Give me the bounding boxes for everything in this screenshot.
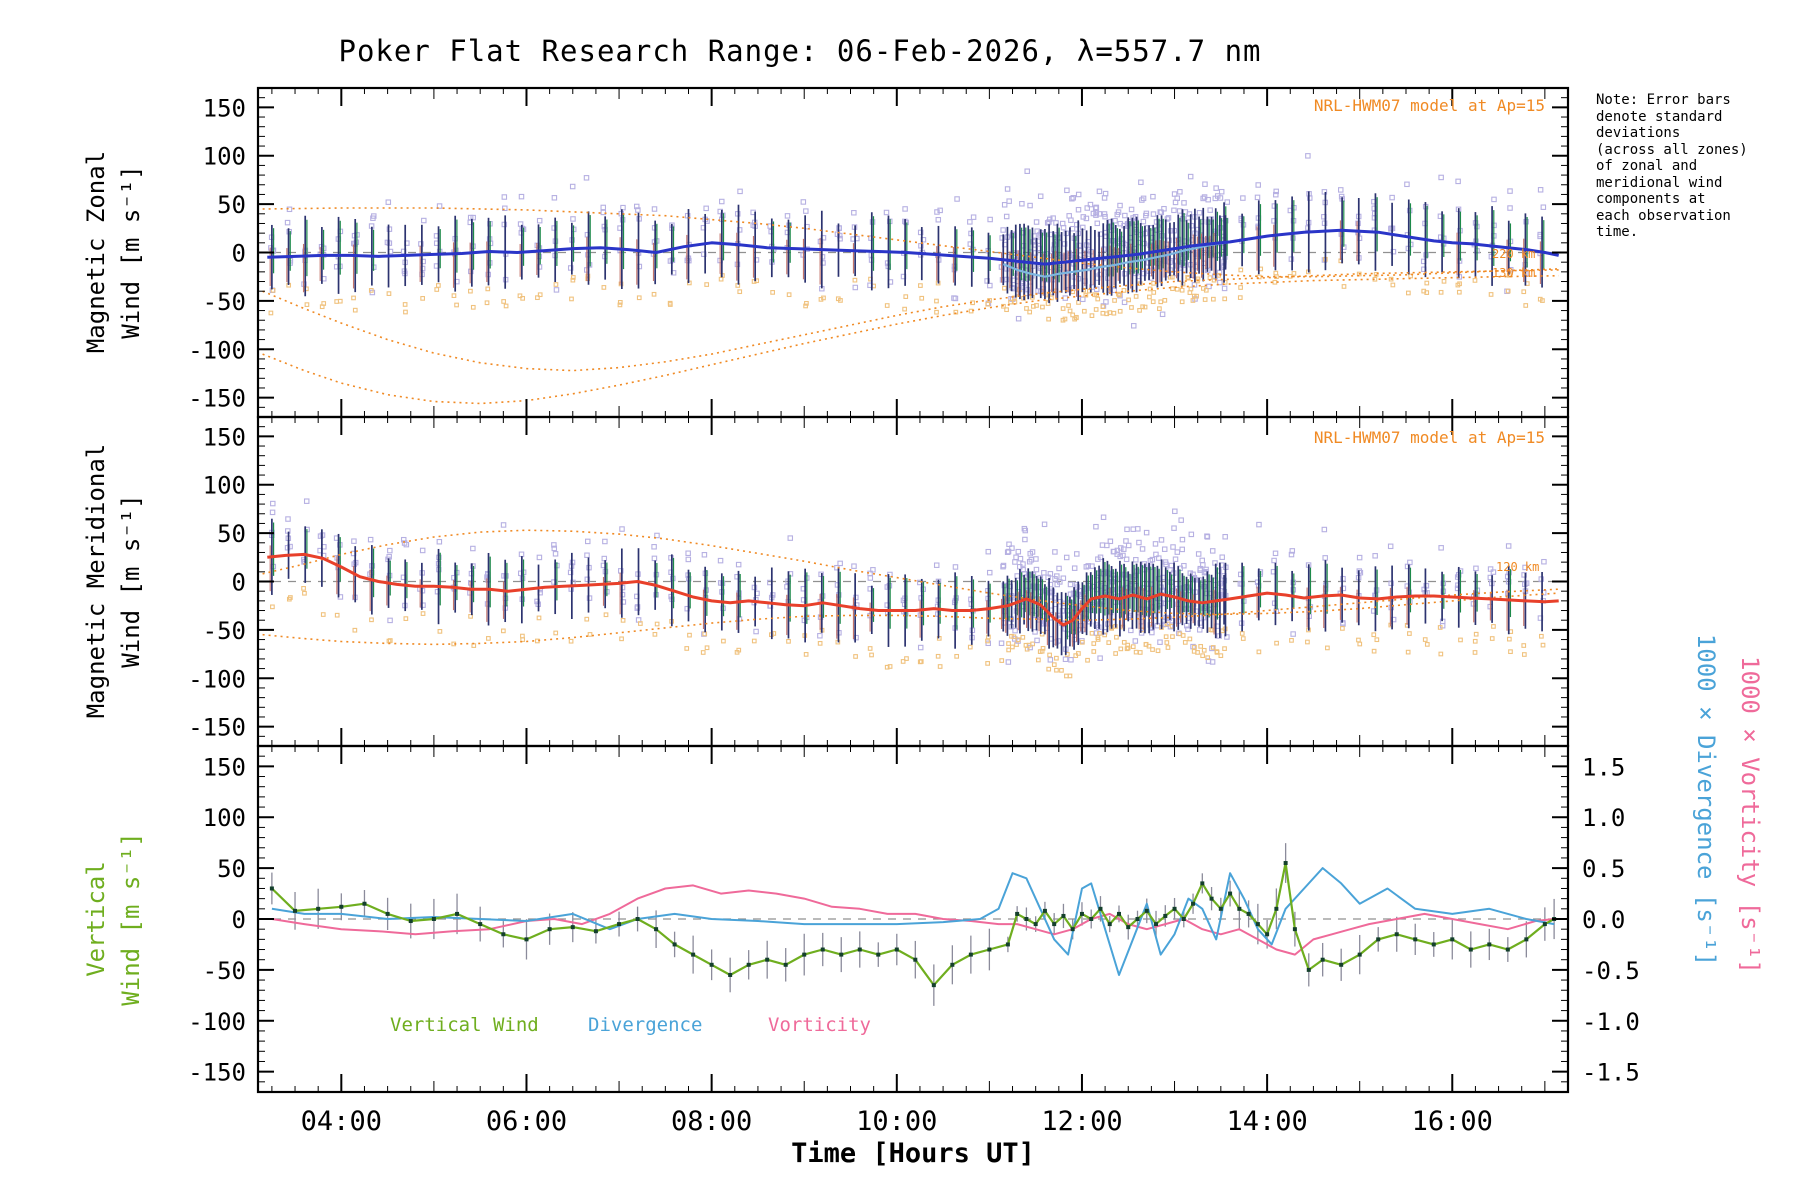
svg-text:0.0: 0.0 (1582, 906, 1625, 934)
vertical-axis-label-line1: Vertical (82, 861, 110, 977)
svg-text:0.5: 0.5 (1582, 855, 1625, 883)
svg-text:150: 150 (203, 753, 246, 781)
svg-text:100: 100 (203, 804, 246, 832)
svg-text:-50: -50 (203, 288, 246, 316)
svg-text:-150: -150 (188, 1059, 246, 1087)
legend-vorticity: Vorticity (768, 1014, 871, 1036)
meridional-axis-label-line2: Wind [m s⁻¹] (117, 494, 145, 668)
svg-text:100: 100 (203, 472, 246, 500)
vorticity-axis-label: 1000 × Vorticity [s⁻¹] (1736, 656, 1764, 974)
svg-text:1.0: 1.0 (1582, 804, 1625, 832)
altitude-label-130km: 130 km (1492, 266, 1536, 280)
svg-text:-50: -50 (203, 617, 246, 645)
svg-text:10:00: 10:00 (856, 1106, 937, 1137)
svg-text:50: 50 (217, 855, 246, 883)
svg-text:0: 0 (232, 569, 246, 597)
svg-text:16:00: 16:00 (1412, 1106, 1493, 1137)
zonal-axis-label-line2: Wind [m s⁻¹] (117, 165, 145, 339)
chart-title: Poker Flat Research Range: 06-Feb-2026, … (338, 34, 1262, 68)
meridional-axis-label-line1: Magnetic Meridional (82, 443, 110, 719)
legend-vertical-wind: Vertical Wind (390, 1014, 539, 1036)
svg-text:06:00: 06:00 (486, 1106, 567, 1137)
svg-text:0: 0 (232, 906, 246, 934)
svg-text:150: 150 (203, 423, 246, 451)
svg-text:04:00: 04:00 (301, 1106, 382, 1137)
svg-text:-100: -100 (188, 336, 246, 364)
svg-text:12:00: 12:00 (1041, 1106, 1122, 1137)
svg-text:-1.5: -1.5 (1582, 1059, 1640, 1087)
svg-text:-1.0: -1.0 (1582, 1008, 1640, 1036)
svg-text:-100: -100 (188, 665, 246, 693)
svg-text:-100: -100 (188, 1008, 246, 1036)
vertical-axis-label-line2: Wind [m s⁻¹] (117, 832, 145, 1006)
x-axis-label: Time [Hours UT] (791, 1138, 1035, 1169)
svg-text:-150: -150 (188, 385, 246, 413)
svg-text:-0.5: -0.5 (1582, 957, 1640, 985)
legend-divergence: Divergence (588, 1014, 703, 1036)
altitude-label-220km: 220 km (1492, 247, 1536, 261)
svg-text:50: 50 (217, 520, 246, 548)
svg-text:50: 50 (217, 191, 246, 219)
svg-text:08:00: 08:00 (671, 1106, 752, 1137)
svg-text:1.5: 1.5 (1582, 753, 1625, 781)
svg-text:150: 150 (203, 94, 246, 122)
model-label-meridional: NRL-HWM07 model at Ap=15 (1313, 428, 1545, 447)
model-label-zonal: NRL-HWM07 model at Ap=15 (1313, 96, 1545, 115)
altitude-label-120km: 120 km (1496, 560, 1540, 574)
divergence-axis-label: 1000 × Divergence [s⁻¹] (1692, 633, 1720, 967)
zonal-axis-label-line1: Magnetic Zonal (82, 150, 110, 354)
svg-text:14:00: 14:00 (1226, 1106, 1307, 1137)
svg-text:0: 0 (232, 240, 246, 268)
note-text: Note: Error bars denote standard deviati… (1596, 92, 1748, 241)
svg-text:100: 100 (203, 143, 246, 171)
svg-text:-150: -150 (188, 714, 246, 742)
svg-text:-50: -50 (203, 957, 246, 985)
